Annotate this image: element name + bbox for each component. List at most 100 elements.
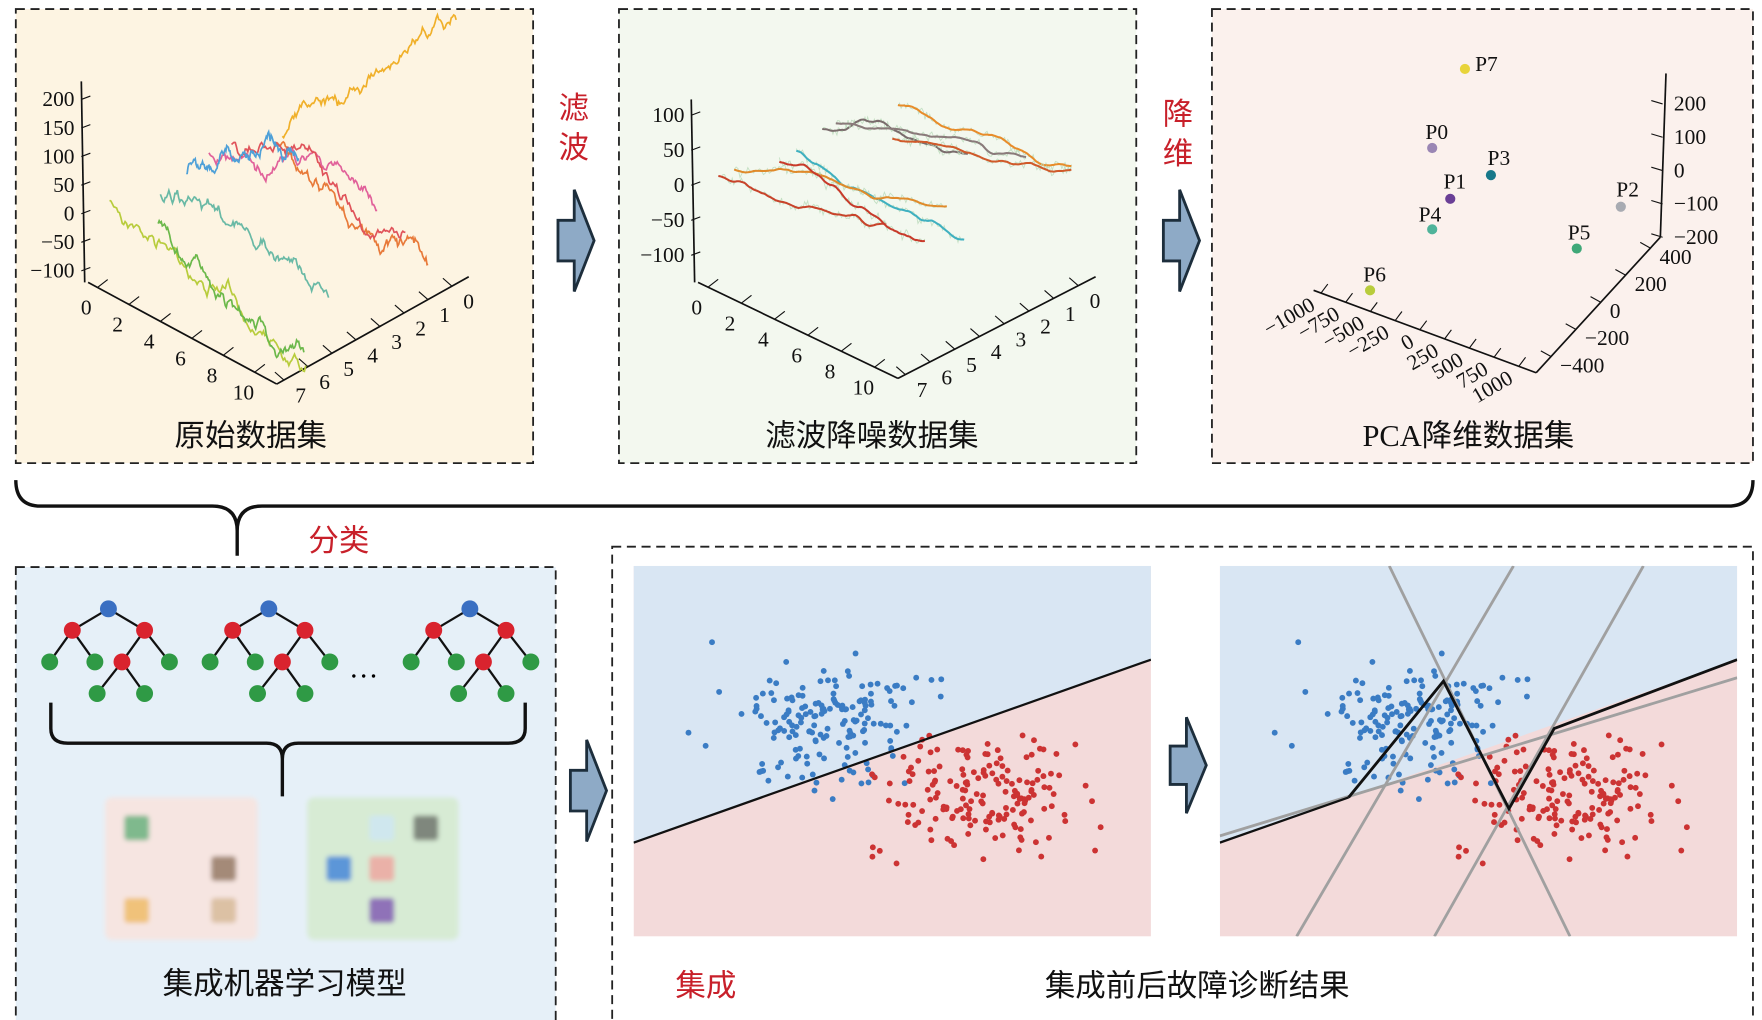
red-class-point bbox=[934, 746, 941, 753]
red-class-point bbox=[900, 753, 907, 760]
red-class-point bbox=[1590, 767, 1597, 774]
blue-class-point bbox=[1411, 677, 1418, 684]
blue-class-point bbox=[887, 722, 894, 729]
filtered-series-line bbox=[822, 118, 969, 156]
blue-class-point bbox=[1398, 737, 1405, 744]
blue-class-point bbox=[1431, 668, 1437, 675]
red-class-point bbox=[1545, 786, 1552, 793]
red-class-point bbox=[917, 743, 924, 750]
blue-class-point bbox=[937, 693, 944, 700]
blue-class-point bbox=[867, 681, 874, 688]
blue-class-point bbox=[1432, 673, 1439, 679]
leaf-node bbox=[450, 685, 468, 703]
filtered-series-line bbox=[897, 104, 1072, 167]
pca-data-panel bbox=[1211, 8, 1754, 465]
blue-class-point bbox=[716, 688, 723, 695]
blue-class-point bbox=[759, 690, 766, 697]
red-class-point bbox=[960, 815, 967, 822]
red-class-point bbox=[1553, 822, 1560, 829]
z-tick bbox=[1651, 100, 1663, 105]
blue-class-point bbox=[771, 697, 777, 704]
blue-class-point bbox=[841, 717, 848, 724]
leaf-node bbox=[321, 653, 339, 671]
red-class-point bbox=[979, 800, 986, 807]
red-class-point bbox=[1600, 800, 1607, 807]
blue-class-point bbox=[858, 711, 864, 718]
blue-class-point bbox=[1523, 693, 1530, 700]
red-class-point bbox=[1008, 780, 1015, 787]
blue-class-point bbox=[799, 705, 806, 712]
blue-class-point bbox=[1344, 768, 1351, 775]
red-class-point bbox=[871, 774, 878, 781]
red-class-point bbox=[893, 860, 900, 867]
red-class-point bbox=[1589, 778, 1596, 784]
red-class-point bbox=[1011, 821, 1018, 828]
blue-class-point bbox=[709, 639, 715, 646]
x-tick-label: 0 bbox=[81, 296, 92, 320]
right-arrow-icon bbox=[1168, 716, 1208, 814]
x-tick bbox=[1493, 347, 1502, 358]
blue-class-point bbox=[795, 753, 802, 759]
blue-class-point bbox=[1352, 677, 1359, 684]
red-class-point bbox=[1048, 770, 1054, 777]
x-tick-label: 10 bbox=[233, 380, 254, 404]
z-tick-label: 100 bbox=[1674, 125, 1706, 149]
blue-class-point bbox=[783, 658, 790, 665]
z-tick bbox=[1651, 133, 1663, 138]
red-class-point bbox=[1607, 809, 1614, 815]
red-class-point bbox=[1505, 736, 1512, 743]
blue-class-point bbox=[1442, 698, 1449, 705]
y-tick-label: −200 bbox=[1585, 326, 1629, 350]
before-ensemble-plot bbox=[633, 565, 1151, 937]
blue-class-point bbox=[882, 722, 889, 729]
pca-point-label: P5 bbox=[1568, 220, 1591, 244]
blue-class-point bbox=[758, 768, 765, 775]
decision-boundary bbox=[633, 658, 1151, 844]
red-class-point bbox=[1544, 806, 1550, 813]
red-class-point bbox=[996, 813, 1003, 820]
red-class-point bbox=[906, 778, 913, 785]
blue-class-point bbox=[781, 727, 788, 734]
y-axis bbox=[1535, 236, 1661, 374]
y-tick bbox=[970, 328, 980, 337]
split-node bbox=[136, 621, 154, 639]
split-node bbox=[273, 653, 291, 671]
red-class-point bbox=[928, 837, 935, 844]
red-class-point bbox=[1486, 753, 1493, 760]
blue-class-point bbox=[804, 760, 811, 767]
blue-class-point bbox=[928, 677, 935, 683]
split-node bbox=[224, 621, 242, 639]
blue-class-point bbox=[1385, 705, 1392, 712]
red-class-point bbox=[929, 781, 936, 788]
blue-class-point bbox=[1447, 727, 1454, 733]
blue-class-point bbox=[868, 701, 875, 708]
red-class-point bbox=[1519, 794, 1526, 801]
z-tick-label: 200 bbox=[1674, 92, 1706, 116]
red-class-point bbox=[1545, 766, 1552, 773]
red-class-point bbox=[1041, 805, 1048, 812]
red-class-point bbox=[1061, 811, 1068, 818]
blue-class-point bbox=[1346, 690, 1352, 697]
red-class-point bbox=[1568, 772, 1575, 779]
z-tick bbox=[81, 238, 91, 243]
red-class-point bbox=[980, 856, 987, 863]
leaf-node bbox=[160, 653, 178, 671]
blue-class-point bbox=[807, 708, 814, 715]
blue-class-point bbox=[901, 780, 908, 787]
leaf-node bbox=[88, 685, 106, 703]
red-class-point bbox=[992, 835, 999, 841]
red-class-point bbox=[1581, 747, 1587, 754]
y-tick bbox=[322, 344, 333, 354]
leaf-node bbox=[41, 653, 59, 671]
blue-class-point bbox=[887, 738, 894, 744]
red-class-point bbox=[1623, 745, 1630, 752]
red-class-point bbox=[1624, 853, 1631, 860]
z-tick-label: 150 bbox=[42, 116, 74, 140]
blue-class-point bbox=[856, 698, 863, 705]
model-title: 集成机器学习模型 bbox=[163, 967, 407, 1001]
blue-class-point bbox=[891, 702, 898, 709]
z-tick-label: 200 bbox=[42, 87, 74, 111]
split-node bbox=[425, 621, 443, 639]
blue-class-point bbox=[789, 728, 796, 735]
z-tick bbox=[1651, 199, 1663, 205]
